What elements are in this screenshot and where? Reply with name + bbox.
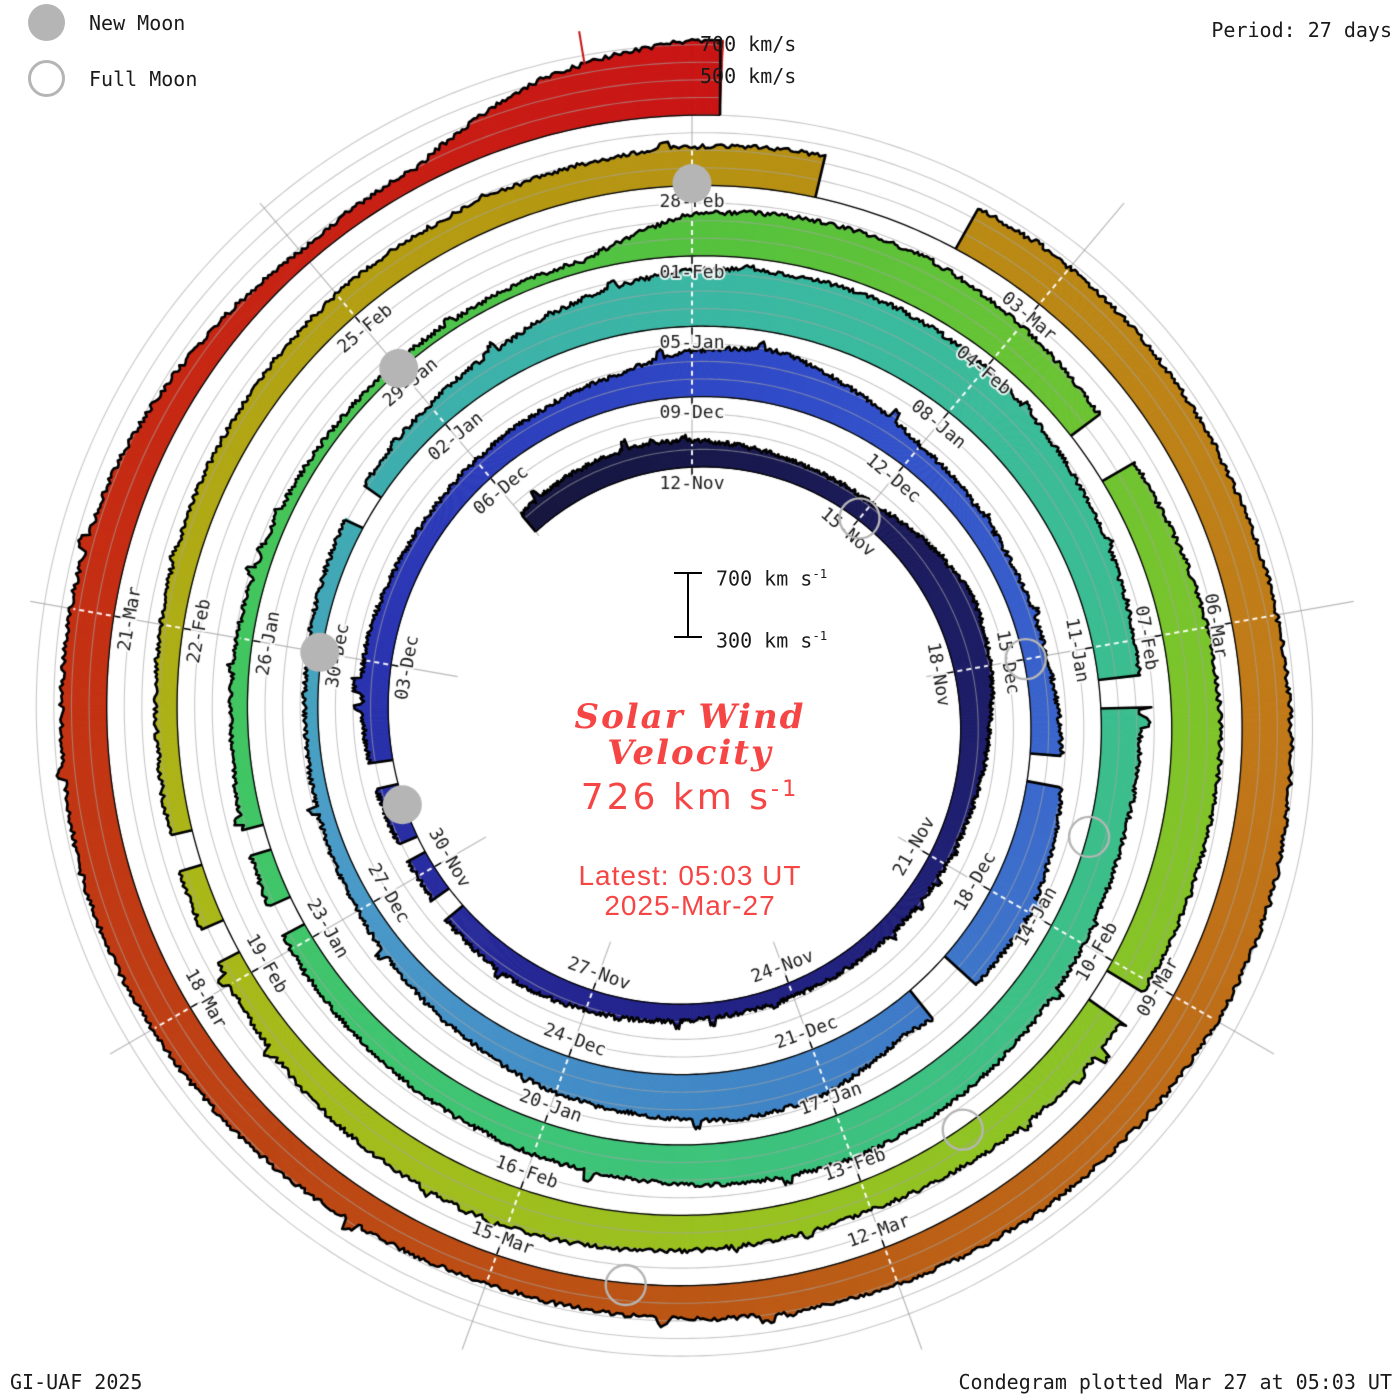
velocity-scale-tick-bottom (674, 636, 702, 638)
new-moon-icon (28, 4, 65, 41)
latest-time-label: Latest: 05:03 UT (578, 860, 802, 891)
new-moon-label: New Moon (89, 10, 186, 35)
latest-date-label: 2025-Mar-27 (604, 890, 776, 921)
scale-label-300: 300 km s-1 (716, 628, 828, 653)
credit-label: GI-UAF 2025 (10, 1370, 143, 1394)
velocity-scale-bar (687, 573, 689, 637)
outer-scale-700: 700 km/s (700, 32, 797, 56)
legend-new-moon: New Moon (28, 4, 185, 41)
scale-label-700: 700 km s-1 (716, 566, 828, 591)
full-moon-icon (28, 60, 65, 97)
outer-scale-500: 500 km/s (700, 64, 797, 88)
chart-title-line1: Solar Wind (574, 697, 806, 737)
velocity-scale-tick-top (674, 572, 702, 574)
current-velocity-value: 726 km s-1 (580, 776, 800, 818)
period-label: Period: 27 days (1211, 18, 1392, 42)
full-moon-label: Full Moon (89, 66, 198, 91)
plotted-timestamp: Condegram plotted Mar 27 at 05:03 UT (958, 1370, 1392, 1394)
chart-title-line2: Velocity (607, 733, 773, 773)
legend-full-moon: Full Moon (28, 60, 197, 97)
